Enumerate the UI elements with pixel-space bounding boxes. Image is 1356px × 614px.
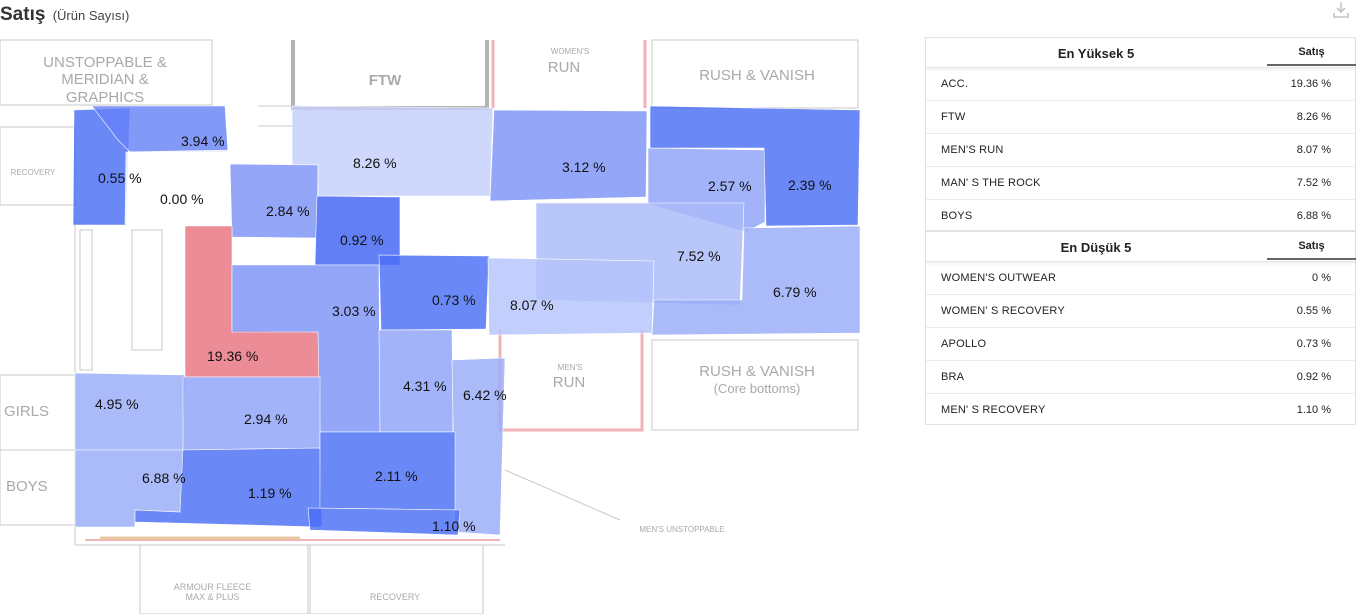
zone-label-boys[interactable]: 6.88 % — [142, 470, 186, 486]
row-name: MEN'S RUN — [941, 144, 1004, 156]
room-label-girls: GIRLS — [4, 403, 50, 420]
table-row[interactable]: MEN' S RECOVERY 1.10 % — [926, 394, 1355, 427]
room-label-unstoppable-text: UNSTOPPABLE & MERIDIAN & GRAPHICS — [43, 54, 167, 106]
row-name: MEN' S RECOVERY — [941, 404, 1046, 416]
zone-mens-run[interactable] — [487, 257, 655, 336]
zone-label-495[interactable]: 4.95 % — [95, 396, 139, 412]
table-row[interactable]: BRA 0.92 % — [926, 361, 1355, 394]
row-name: WOMEN'S OUTWEAR — [941, 272, 1057, 284]
zone-label-394[interactable]: 3.94 % — [181, 133, 225, 149]
top5-header: En Yüksek 5 Satış — [926, 38, 1356, 68]
row-value: 7.52 % — [1296, 177, 1331, 189]
bottom5-table: En Düşük 5 Satış WOMEN'S OUTWEAR 0 % WOM… — [925, 231, 1356, 425]
floor-plan-walls — [0, 39, 859, 614]
row-name: BRA — [941, 371, 965, 383]
room-label-womens-run: RUN — [547, 59, 581, 76]
row-name: ACC. — [941, 78, 969, 90]
table-row[interactable]: APOLLO 0.73 % — [926, 328, 1355, 361]
zone-label-womens-outwear[interactable]: 0.00 % — [160, 191, 204, 207]
row-value: 8.26 % — [1296, 111, 1331, 123]
table-row[interactable]: ACC. 19.36 % — [926, 68, 1355, 101]
zone-label-257[interactable]: 2.57 % — [708, 178, 752, 194]
store-floor-plan: UNSTOPPABLE & MERIDIAN & GRAPHICS FTW WO… — [0, 39, 861, 614]
zone-label-bra[interactable]: 0.92 % — [340, 232, 384, 248]
top5-table: En Yüksek 5 Satış ACC. 19.36 % FTW 8.26 … — [925, 37, 1356, 231]
room-label-recovery-left: RECOVERY — [10, 168, 56, 177]
bottom5-column-header[interactable]: Satış — [1298, 240, 1325, 252]
bottom5-title: En Düşük 5 — [1060, 240, 1132, 255]
row-name: MAN' S THE ROCK — [941, 177, 1041, 189]
page-title: Satış (Ürün Sayısı) — [0, 4, 129, 26]
top5-title: En Yüksek 5 — [1057, 46, 1135, 61]
zone-mens-recovery[interactable] — [307, 507, 461, 536]
room-label-mens-unstoppable: MEN'S UNSTOPPABLE — [639, 525, 725, 534]
zone-312[interactable] — [489, 109, 648, 202]
row-value: 8.07 % — [1296, 144, 1331, 156]
bottom5-header: En Düşük 5 Satış — [926, 232, 1356, 262]
row-value: 0.92 % — [1296, 371, 1331, 383]
zone-label-mens-run[interactable]: 8.07 % — [510, 297, 554, 313]
room-label-boys: BOYS — [6, 478, 48, 495]
zone-label-642[interactable]: 6.42 % — [463, 387, 507, 403]
room-label-rush-vanish-bottom: RUSH & VANISH — [699, 363, 815, 380]
zone-label-acc[interactable]: 19.36 % — [207, 348, 259, 364]
zone-label-119[interactable]: 1.19 % — [248, 485, 292, 501]
title-text: Satış — [0, 4, 46, 25]
zone-label-312[interactable]: 3.12 % — [562, 159, 606, 175]
zone-label-apollo[interactable]: 0.73 % — [432, 292, 476, 308]
zone-label-mans-the-rock[interactable]: 7.52 % — [677, 248, 721, 264]
zone-label-679[interactable]: 6.79 % — [773, 284, 817, 300]
zone-label-239[interactable]: 2.39 % — [788, 177, 832, 193]
heatmap-zones — [72, 105, 861, 536]
room-label-mens-run: RUN — [552, 374, 586, 391]
table-row[interactable]: WOMEN'S OUTWEAR 0 % — [926, 262, 1355, 295]
zone-label-303[interactable]: 3.03 % — [332, 303, 376, 319]
table-row[interactable]: WOMEN' S RECOVERY 0.55 % — [926, 295, 1355, 328]
zone-ftw[interactable] — [291, 105, 494, 197]
room-label-ftw: FTW — [368, 72, 402, 89]
zone-284[interactable] — [229, 163, 319, 239]
zone-642[interactable] — [451, 357, 506, 536]
zone-label-mens-recovery[interactable]: 1.10 % — [432, 518, 476, 534]
zone-label-womens-recovery[interactable]: 0.55 % — [98, 170, 142, 186]
row-name: WOMEN' S RECOVERY — [941, 305, 1065, 317]
row-value: 6.88 % — [1296, 210, 1331, 222]
row-value: 19.36 % — [1290, 78, 1331, 90]
row-value: 0 % — [1312, 272, 1331, 284]
download-icon[interactable] — [1331, 0, 1351, 20]
room-label-unstoppable: UNSTOPPABLE & MERIDIAN & GRAPHICS — [20, 54, 190, 106]
row-name: APOLLO — [941, 338, 987, 350]
zone-apollo[interactable] — [378, 254, 490, 331]
zone-label-431[interactable]: 4.31 % — [403, 378, 447, 394]
row-value: 0.73 % — [1296, 338, 1331, 350]
table-row[interactable]: MAN' S THE ROCK 7.52 % — [926, 167, 1355, 200]
row-name: BOYS — [941, 210, 973, 222]
top5-column-header[interactable]: Satış — [1298, 46, 1325, 58]
room-label-mens: MEN'S — [557, 363, 583, 372]
zone-679[interactable] — [651, 225, 861, 336]
zone-label-294[interactable]: 2.94 % — [244, 411, 288, 427]
room-label-armour-fleece: ARMOUR FLEECE MAX & PLUS — [173, 582, 252, 603]
zone-bra[interactable] — [314, 195, 401, 266]
row-value: 1.10 % — [1296, 404, 1331, 416]
row-value: 0.55 % — [1296, 305, 1331, 317]
table-row[interactable]: MEN'S RUN 8.07 % — [926, 134, 1355, 167]
row-name: FTW — [941, 111, 966, 123]
zone-womens-outwear[interactable] — [124, 149, 232, 225]
zone-label-211[interactable]: 2.11 % — [375, 468, 418, 484]
room-label-rush-vanish-top: RUSH & VANISH — [699, 67, 815, 84]
zone-label-ftw[interactable]: 8.26 % — [353, 155, 397, 171]
room-label-womens: WOMEN'S — [550, 47, 590, 56]
title-subtitle: (Ürün Sayısı) — [52, 8, 130, 23]
zone-label-284[interactable]: 2.84 % — [266, 203, 310, 219]
table-row[interactable]: FTW 8.26 % — [926, 101, 1355, 134]
top5-column-underline — [1267, 64, 1356, 66]
room-label-core-bottoms: (Core bottoms) — [713, 381, 801, 396]
zone-239[interactable] — [649, 105, 861, 227]
table-row[interactable]: BOYS 6.88 % — [926, 200, 1355, 233]
bottom5-column-underline — [1267, 258, 1356, 260]
room-label-recovery-bottom: RECOVERY — [369, 592, 421, 602]
